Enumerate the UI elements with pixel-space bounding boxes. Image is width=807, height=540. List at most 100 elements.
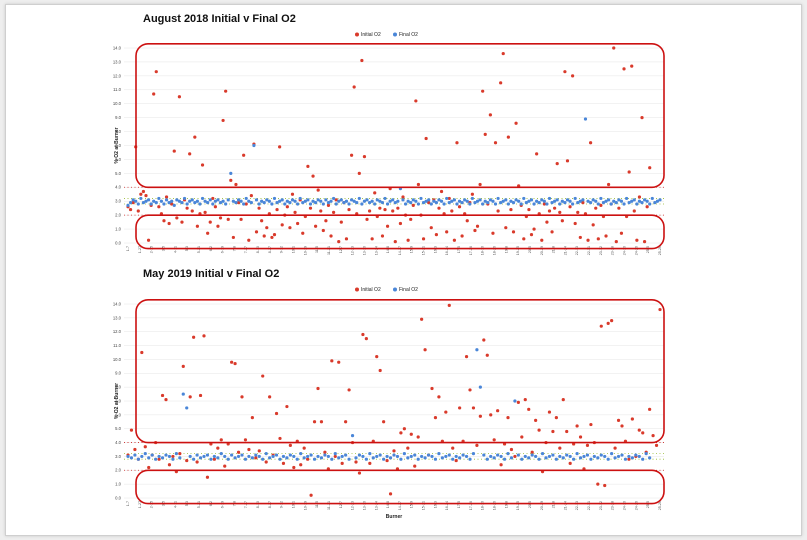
chart-0-final-point [637,199,642,203]
chart-0-initial-point [285,205,289,209]
chart-1-final-point [464,454,469,459]
chart-1-initial-point [147,465,151,470]
chart-0-xtick-label: 12-7 [339,246,343,253]
chart-1-final-point [613,456,617,460]
chart-0-final-point [522,196,526,201]
chart-0-initial-point [599,203,603,207]
chart-1-final-point [281,454,286,459]
chart-0-final-point [185,202,189,206]
chart-0-initial-point [211,196,215,201]
chart-0-final-point [337,199,341,203]
chart-1-xtick-label: 17-5 [457,501,461,508]
chart-0-initial-point [568,205,572,209]
chart-0-final-point [180,201,184,205]
chart-0-xtick-label: 22-31 [587,246,591,255]
chart-0-initial-point [324,219,328,223]
chart-0-initial-point [540,238,544,242]
chart-0-final-point [463,198,467,202]
chart-1-initial-point [167,463,172,467]
chart-1-initial-point [219,438,223,442]
chart-1-xtick-label: 18-26 [492,501,496,510]
chart-0-initial-point [362,155,367,159]
chart-1-initial-point [454,458,458,463]
chart-1-final-point [506,452,510,456]
chart-0-initial-point [180,220,184,224]
chart-0-initial-point [200,163,205,167]
chart-1-final-point [295,457,299,461]
chart-0-final-point [553,199,557,203]
chart-1-final-point [126,454,130,459]
chart-0-final-point [527,199,531,203]
chart-0-initial-point [144,194,148,198]
chart-0-final-point [437,198,441,202]
chart-0-final-point [167,201,171,205]
chart-0-final-point [532,202,536,206]
chart-1-final-point [440,456,444,460]
chart-0-initial-point [280,223,284,227]
chart-1-xtick-label: 25-26 [658,501,662,510]
chart-0-highlight-box-high [135,43,665,189]
chart-1-highlight-box-high [135,299,665,444]
chart-0-final-point [442,202,446,206]
chart-0-initial-point [614,240,618,244]
chart-0-final-point [481,202,485,206]
chart-0-initial-point [229,178,233,182]
chart-0-final-point [493,202,498,206]
chart-1-initial-point [534,418,538,422]
chart-1-final-point [406,456,410,460]
chart-1-final-point [523,454,527,459]
chart-0-final-point [375,198,379,202]
chart-1-initial-point [413,464,417,468]
chart-0-final-point [244,196,248,201]
chart-1-final-point [316,454,320,459]
chart-0-initial-point [642,240,647,244]
chart-1-final-point [630,456,634,460]
chart-1-initial-point [375,355,379,359]
chart-1-highlight-box-low [135,469,665,505]
chart-0-final-point [144,199,148,203]
chart-0-initial-point [545,220,549,224]
chart-0-initial-point [529,233,534,237]
chart-0-final-point [293,199,297,203]
chart-0-final-point [655,199,660,203]
chart-1-ytick-label: 0.0 [115,495,121,500]
chart-0-final-point [211,202,215,206]
chart-0-initial-point [262,234,266,238]
chart-0-initial-point [306,164,310,168]
chart-0-xtick-label: 25-5 [646,246,650,253]
chart-0-initial-point [555,162,559,166]
chart-0-final-point [355,201,359,205]
chart-0-xtick-label: 10-19 [303,246,307,255]
chart-1-final-point [485,457,489,461]
chart-1-final-point [648,456,652,460]
chart-0-xtick-label: 19-25 [516,246,520,255]
chart-1-ytick-label: 14.0 [113,301,122,306]
chart-0-final-point [403,202,408,206]
chart-1-initial-point [648,407,652,411]
chart-0-final-point [645,199,649,203]
chart-1-final-point [392,453,396,457]
chart-0-initial-point [409,217,413,221]
chart-1-initial-point [575,424,579,428]
chart-1-final-point [268,456,272,460]
chart-0-initial-point [234,182,238,187]
chart-1-final-point [637,454,641,459]
chart-1-initial-point [382,420,386,424]
chart-0-xtick-label: 20-29 [540,246,544,255]
chart-0-final-point [218,201,223,205]
chart-0-final-point [226,198,230,202]
chart-0-final-point [126,203,130,207]
chart-0-initial-point [270,235,274,240]
chart-0-initial-point [344,237,349,241]
chart-1-final-point [378,453,382,457]
chart-1-xtick-label: 21-8 [552,501,556,508]
chart-0-initial-point [550,230,554,234]
chart-0-initial-point [558,210,562,214]
chart-0-final-point [565,198,570,202]
chart-1-final-point [164,453,168,457]
chart-0-final-point [303,199,307,203]
chart-1-final-point [599,453,603,457]
chart-1-initial-point [205,475,210,479]
chart-1-final-point [475,348,479,352]
chart-0-final-point [468,202,472,206]
